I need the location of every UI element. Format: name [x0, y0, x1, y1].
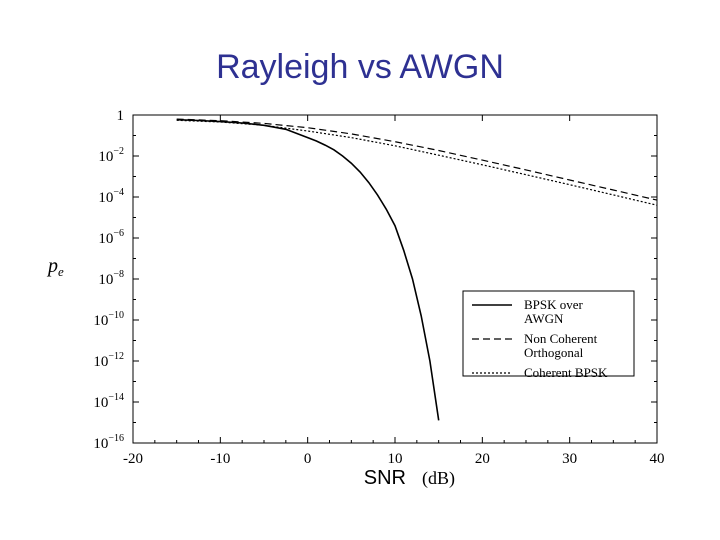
y-tick-label: 10−10: [93, 310, 124, 329]
y-tick-label: 10−16: [93, 433, 124, 452]
slide-title: Rayleigh vs AWGN: [216, 48, 504, 86]
y-tick-label: 10−2: [98, 146, 124, 165]
x-tick-label: 40: [650, 451, 665, 467]
x-tick-label: -10: [210, 451, 230, 467]
y-tick-label: 10−6: [98, 228, 124, 247]
x-axis-label: SNR: [364, 467, 406, 489]
y-axis-label: pe: [46, 255, 64, 279]
x-tick-label: 10: [388, 451, 403, 467]
series-line-solid: [176, 118, 440, 421]
legend-label: Non Coherent: [524, 331, 598, 346]
legend-label: Coherent BPSK: [524, 365, 608, 380]
legend-label: Orthogonal: [524, 345, 584, 360]
y-tick-label: 10−14: [93, 392, 124, 411]
y-tick-label: 10−12: [93, 351, 124, 370]
series-line-dotted: [176, 119, 658, 206]
y-tick-label: 10−4: [98, 187, 124, 206]
x-tick-label: -20: [123, 451, 143, 467]
x-tick-label: 20: [475, 451, 490, 467]
x-tick-label: 0: [304, 451, 312, 467]
y-tick-label: 1: [117, 108, 125, 124]
x-tick-label: 30: [562, 451, 577, 467]
y-tick-label: 10−8: [98, 269, 124, 288]
legend-label: AWGN: [524, 311, 564, 326]
series-line-dashed: [176, 118, 658, 201]
legend-label: BPSK over: [524, 297, 584, 312]
x-axis-unit-label: (dB): [422, 468, 455, 489]
plot-frame: [132, 114, 658, 444]
